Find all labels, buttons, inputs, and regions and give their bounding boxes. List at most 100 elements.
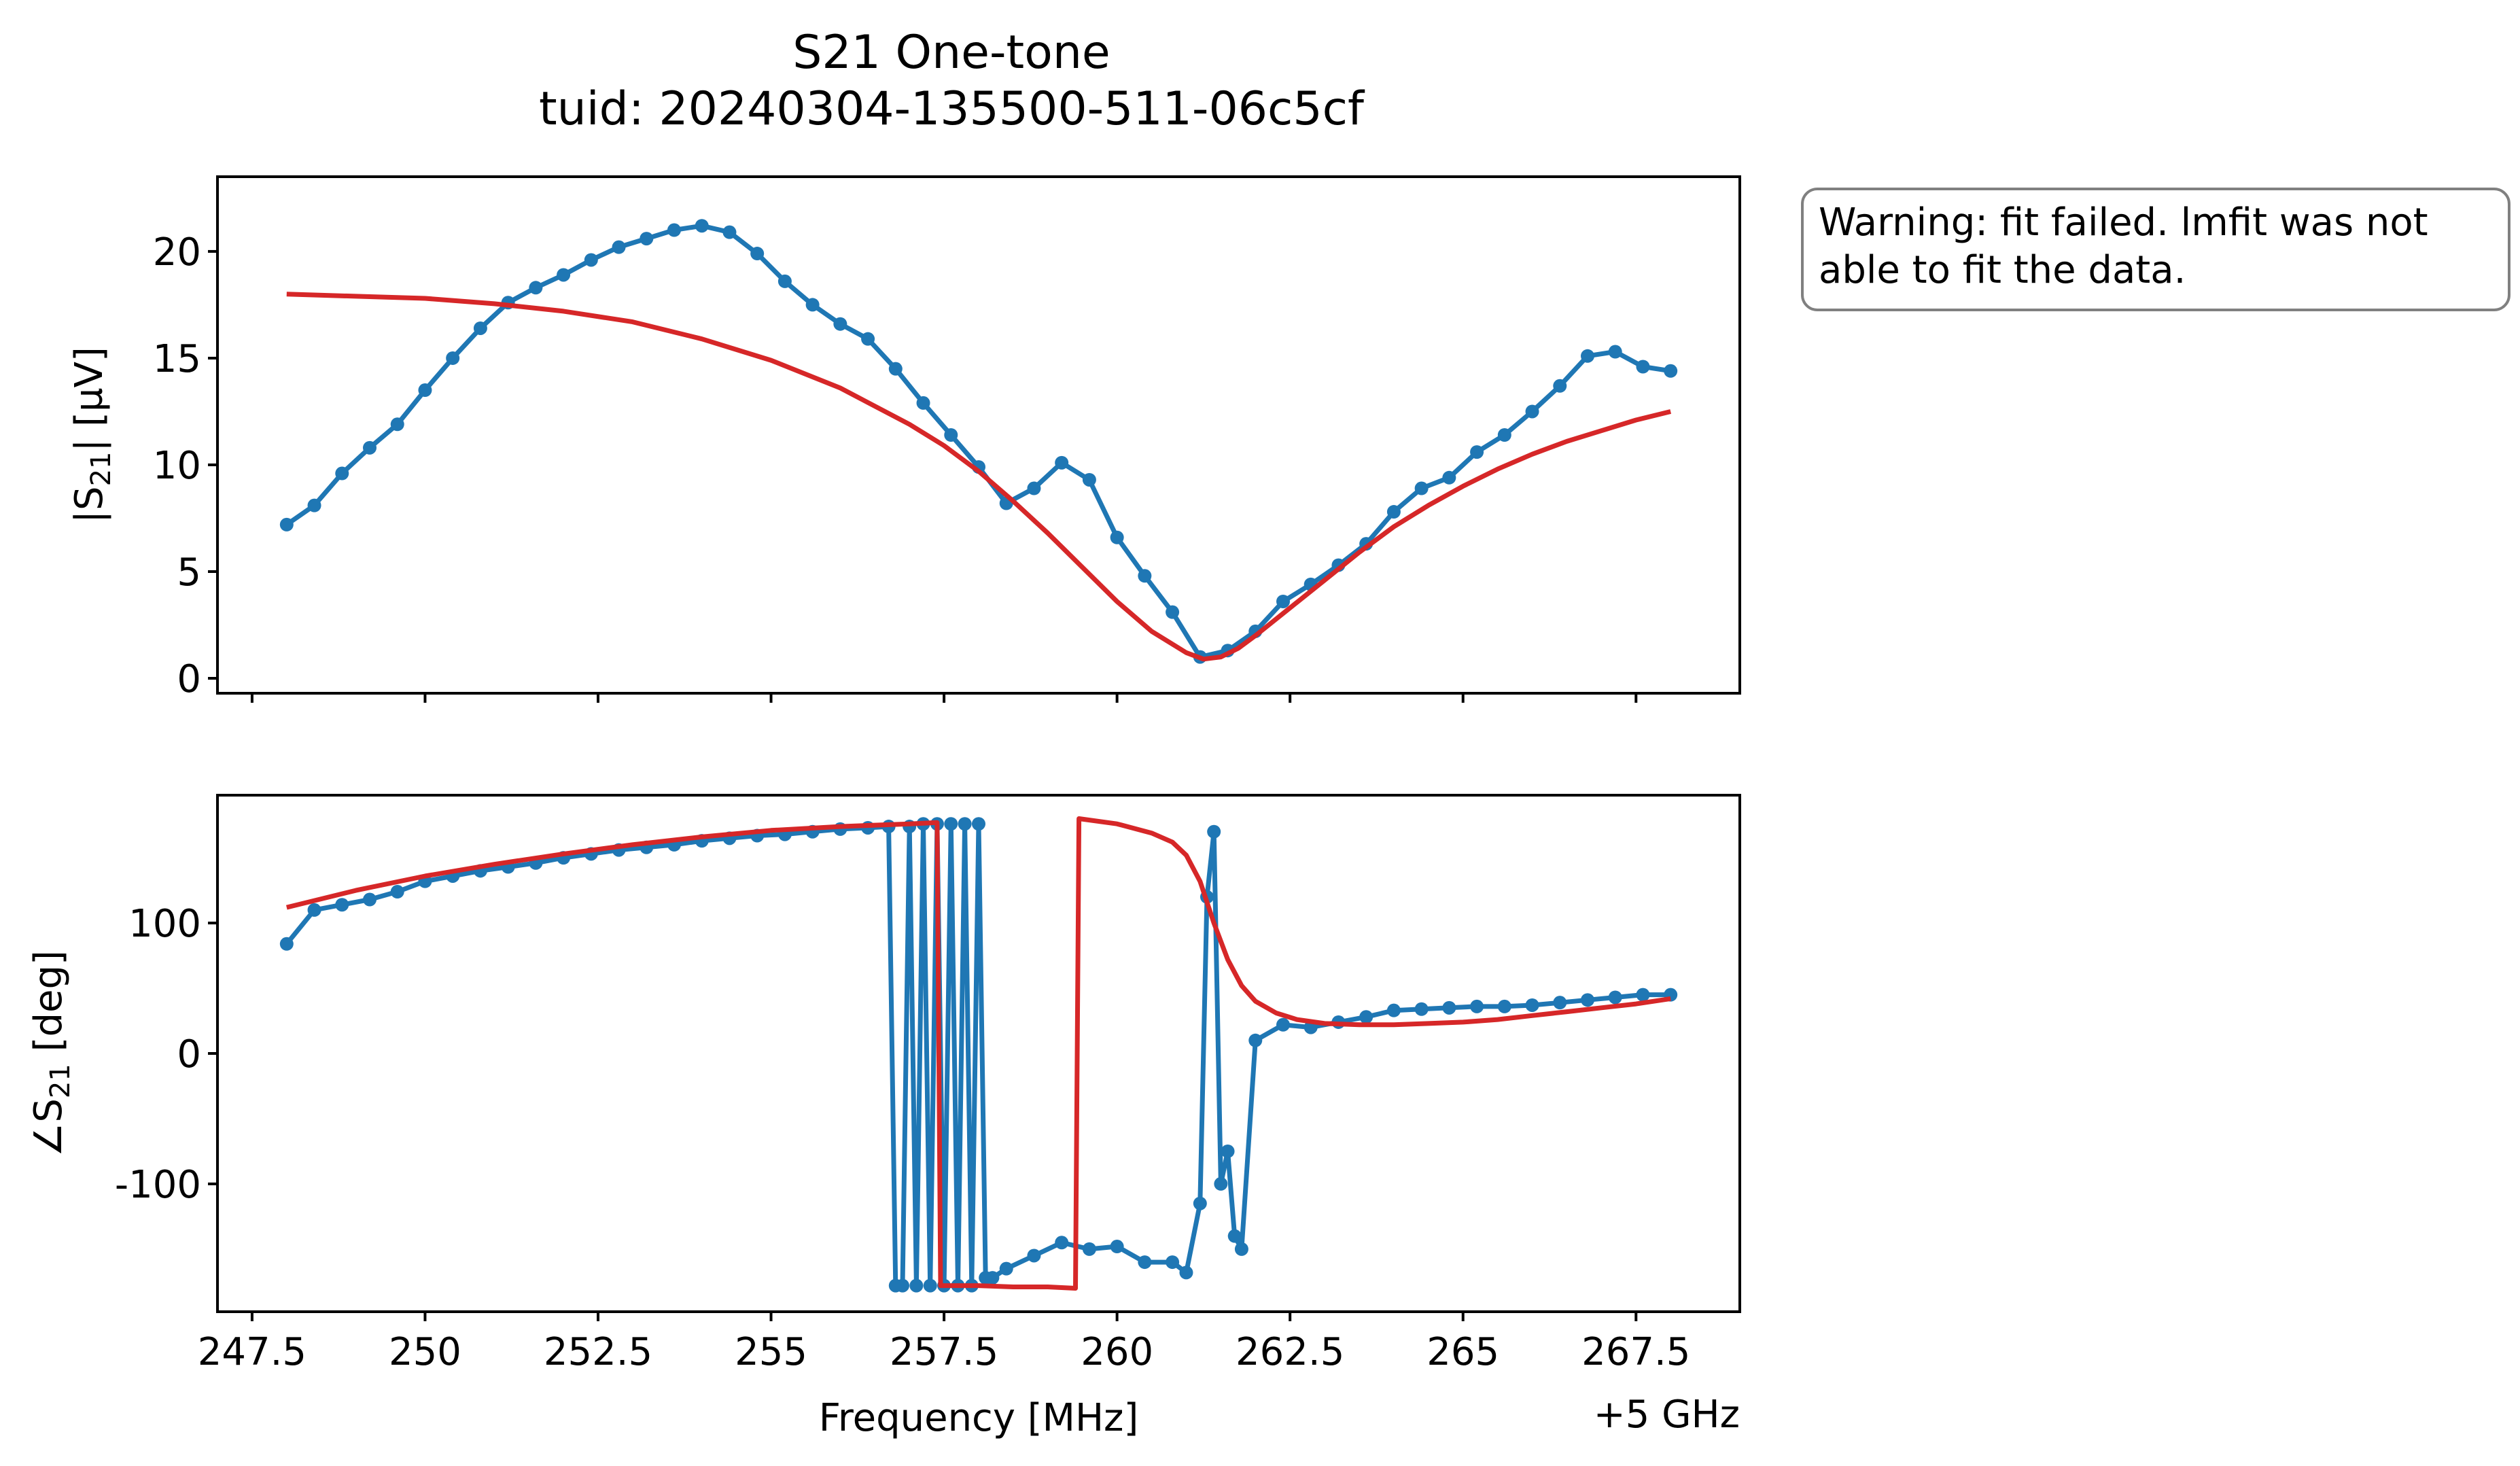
- phase-data-point: [1359, 1010, 1373, 1024]
- magnitude-data-point: [1553, 379, 1567, 393]
- phase-data-point: [923, 1278, 937, 1293]
- phase-ytick-label: 100: [128, 902, 201, 946]
- phase-data-point: [999, 1261, 1013, 1276]
- magnitude-data-point: [1525, 404, 1539, 419]
- magnitude-data-point: [363, 440, 377, 455]
- magnitude-data-point: [418, 383, 432, 398]
- phase-data-point: [1442, 1000, 1456, 1015]
- magnitude-data-point: [1110, 530, 1124, 544]
- magnitude-data-point: [667, 223, 681, 237]
- phase-data-point: [1636, 988, 1650, 1002]
- magnitude-data-point: [557, 268, 571, 282]
- phase-data-point: [1138, 1255, 1152, 1270]
- phase-data-point: [1608, 990, 1622, 1005]
- phase-data-point: [1179, 1266, 1193, 1280]
- chart-title: S21 One-tone: [792, 26, 1110, 80]
- phase-data-point: [1214, 1176, 1228, 1191]
- xtick-label: 252.5: [544, 1330, 652, 1374]
- phase-ylabel-unit: [deg]: [27, 950, 71, 1064]
- magnitude-data-point: [1386, 505, 1401, 519]
- magnitude-data-point: [1027, 481, 1041, 495]
- phase-data-point: [1276, 1017, 1290, 1032]
- phase-y-axis-label: ∠S21 [deg]: [27, 950, 76, 1157]
- magnitude-ylabel-subscript: 21: [86, 451, 117, 486]
- magnitude-ylabel-unit: | [µV]: [67, 347, 111, 451]
- magnitude-data-point: [1276, 594, 1290, 608]
- xtick-label: 265: [1427, 1330, 1499, 1374]
- magnitude-data-point: [1082, 472, 1096, 487]
- magnitude-data-point: [833, 317, 847, 331]
- magnitude-data-point: [750, 247, 765, 261]
- magnitude-data-point: [1055, 455, 1069, 470]
- chart-subtitle: tuid: 20240304-135500-511-06c5cf: [539, 82, 1365, 136]
- warning-box: [1801, 188, 2510, 311]
- magnitude-fit-line: [286, 292, 1672, 662]
- magnitude-data-point: [1442, 470, 1456, 485]
- phase-data-point: [1193, 1196, 1207, 1210]
- magnitude-ytick-label: 20: [153, 230, 201, 275]
- magnitude-panel: 0 5 10 15 20 |S21| [µV]: [67, 175, 1741, 703]
- xtick-label: 250: [389, 1330, 461, 1374]
- phase-data-point: [1525, 998, 1539, 1012]
- phase-data-point: [958, 817, 972, 831]
- magnitude-y-axis-label: |S21| [µV]: [67, 347, 117, 523]
- magnitude-data-point: [1608, 345, 1622, 359]
- magnitude-data-point: [446, 351, 460, 365]
- phase-data-point: [1386, 1003, 1401, 1017]
- phase-data-point: [909, 1278, 924, 1293]
- phase-data-point: [1207, 824, 1221, 839]
- magnitude-data-point: [777, 274, 792, 288]
- phase-data-point: [985, 1271, 1000, 1285]
- phase-series: [279, 816, 1678, 1293]
- magnitude-data-point: [473, 321, 487, 335]
- magnitude-ylabel-main: |S: [67, 486, 111, 523]
- magnitude-data-point: [944, 428, 958, 442]
- magnitude-data-point: [1664, 364, 1678, 378]
- magnitude-data-point: [335, 466, 349, 481]
- warning-line-2: able to fit the data.: [1819, 248, 2186, 292]
- magnitude-data-point: [529, 281, 543, 295]
- xtick-label: 260: [1081, 1330, 1153, 1374]
- magnitude-data-point: [1497, 428, 1511, 442]
- phase-data-point: [1581, 993, 1594, 1007]
- phase-data-point: [1110, 1240, 1124, 1254]
- magnitude-data-point: [612, 240, 626, 254]
- phase-fit-line: [285, 816, 1671, 1291]
- warning-line-1: Warning: fit failed. lmfit was not: [1819, 200, 2428, 245]
- magnitude-data-point: [1138, 569, 1152, 583]
- magnitude-ytick-label: 5: [177, 551, 201, 595]
- xtick-label: 247.5: [198, 1330, 307, 1374]
- warning-annotation: Warning: fit failed. lmfit was not able …: [1801, 188, 2510, 311]
- magnitude-data-point: [695, 219, 709, 233]
- phase-data-point: [390, 885, 404, 899]
- phase-data-point: [1248, 1033, 1263, 1047]
- magnitude-data-point: [1636, 360, 1650, 374]
- phase-data-point: [1470, 999, 1484, 1013]
- magnitude-axes-frame: [216, 175, 1741, 695]
- magnitude-data-point: [888, 362, 903, 376]
- magnitude-ytick-label: 15: [153, 337, 201, 381]
- magnitude-ytick-label: 10: [153, 444, 201, 488]
- phase-data-point: [944, 817, 958, 831]
- phase-data-point: [307, 903, 321, 917]
- phase-data-point: [896, 1278, 909, 1293]
- magnitude-data-point: [307, 498, 321, 512]
- xtick-label: 257.5: [890, 1330, 998, 1374]
- phase-data-point: [335, 898, 349, 912]
- xtick-label: 267.5: [1581, 1330, 1690, 1374]
- phase-data-point: [1082, 1242, 1096, 1256]
- phase-ytick-label: -100: [115, 1163, 201, 1207]
- phase-data-point: [1497, 999, 1511, 1013]
- magnitude-data-point: [1414, 481, 1429, 495]
- magnitude-data-point: [805, 298, 820, 312]
- magnitude-series: [279, 219, 1678, 664]
- phase-axes-frame: [216, 794, 1741, 1313]
- phase-data-point: [1414, 1002, 1429, 1016]
- magnitude-data-point: [640, 232, 654, 246]
- phase-data-point: [1166, 1255, 1180, 1270]
- xtick-label: 255: [735, 1330, 807, 1374]
- magnitude-ytick-label: 0: [177, 657, 201, 701]
- phase-data-point: [1055, 1236, 1069, 1250]
- phase-data-point: [1234, 1242, 1248, 1256]
